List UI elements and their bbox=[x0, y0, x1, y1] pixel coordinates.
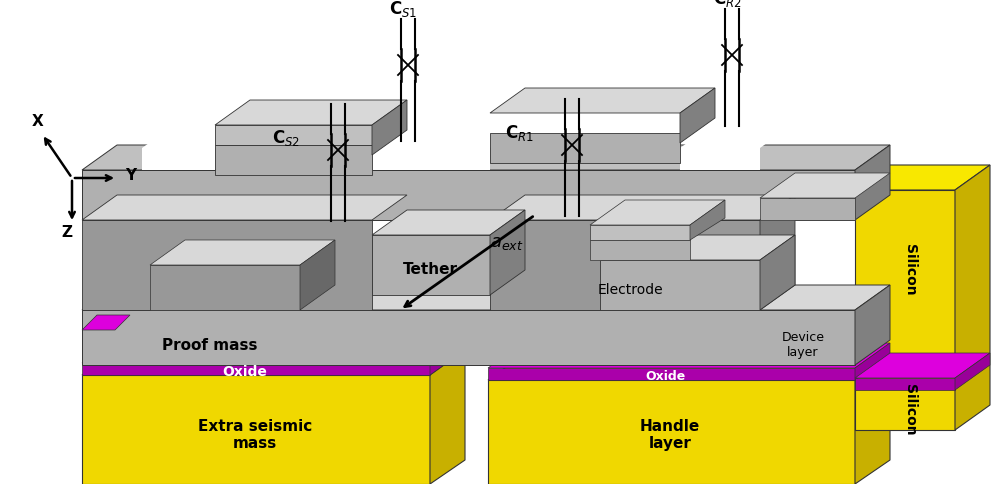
Polygon shape bbox=[590, 240, 690, 260]
Polygon shape bbox=[690, 200, 725, 240]
Polygon shape bbox=[488, 355, 890, 380]
Text: Tether: Tether bbox=[402, 262, 457, 277]
Polygon shape bbox=[488, 368, 855, 380]
Polygon shape bbox=[490, 88, 715, 113]
Polygon shape bbox=[955, 353, 990, 390]
Text: Z: Z bbox=[61, 225, 72, 240]
Polygon shape bbox=[855, 378, 955, 390]
Polygon shape bbox=[215, 145, 372, 175]
Polygon shape bbox=[372, 210, 525, 235]
Polygon shape bbox=[855, 355, 890, 484]
Polygon shape bbox=[490, 195, 795, 220]
Text: Handle
layer: Handle layer bbox=[640, 419, 700, 451]
Polygon shape bbox=[82, 350, 465, 375]
Polygon shape bbox=[488, 343, 890, 368]
Text: Oxide: Oxide bbox=[222, 365, 267, 379]
Polygon shape bbox=[142, 123, 250, 148]
Polygon shape bbox=[855, 353, 990, 378]
Text: C$_{R2}$: C$_{R2}$ bbox=[713, 0, 742, 9]
Polygon shape bbox=[82, 145, 890, 170]
Polygon shape bbox=[955, 165, 990, 430]
Polygon shape bbox=[600, 235, 795, 260]
Polygon shape bbox=[82, 285, 890, 310]
Polygon shape bbox=[855, 190, 955, 430]
Polygon shape bbox=[760, 235, 795, 310]
Polygon shape bbox=[372, 100, 407, 155]
Polygon shape bbox=[760, 198, 855, 220]
Text: C$_{S2}$: C$_{S2}$ bbox=[272, 128, 300, 148]
Polygon shape bbox=[215, 125, 372, 145]
Text: Extra seismic
mass: Extra seismic mass bbox=[198, 419, 313, 451]
Polygon shape bbox=[372, 235, 490, 295]
Polygon shape bbox=[150, 265, 300, 310]
Polygon shape bbox=[82, 310, 855, 365]
Polygon shape bbox=[855, 343, 890, 380]
Polygon shape bbox=[490, 210, 525, 295]
Polygon shape bbox=[760, 195, 795, 310]
Text: X: X bbox=[32, 114, 44, 129]
Text: Y: Y bbox=[125, 168, 136, 183]
Text: C$_{R1}$: C$_{R1}$ bbox=[506, 123, 534, 143]
Text: Electrode: Electrode bbox=[597, 283, 663, 297]
Polygon shape bbox=[490, 133, 680, 163]
Polygon shape bbox=[82, 315, 130, 330]
Polygon shape bbox=[680, 148, 760, 170]
Polygon shape bbox=[680, 88, 715, 143]
Text: C$_{S1}$: C$_{S1}$ bbox=[389, 0, 417, 19]
Polygon shape bbox=[590, 200, 725, 225]
Text: Device
layer: Device layer bbox=[782, 331, 824, 359]
Text: Silicon: Silicon bbox=[903, 244, 917, 296]
Text: Oxide: Oxide bbox=[645, 369, 685, 382]
Polygon shape bbox=[372, 148, 490, 170]
Polygon shape bbox=[82, 195, 407, 220]
Polygon shape bbox=[300, 240, 335, 310]
Polygon shape bbox=[82, 375, 430, 484]
Polygon shape bbox=[680, 123, 795, 148]
Polygon shape bbox=[600, 260, 760, 310]
Polygon shape bbox=[855, 285, 890, 365]
Polygon shape bbox=[142, 148, 215, 170]
Text: Proof mass: Proof mass bbox=[162, 337, 257, 352]
Polygon shape bbox=[430, 338, 465, 375]
Text: $a_{ext}$: $a_{ext}$ bbox=[490, 234, 524, 252]
Polygon shape bbox=[488, 380, 855, 484]
Polygon shape bbox=[82, 170, 855, 220]
Polygon shape bbox=[82, 220, 372, 310]
Polygon shape bbox=[490, 220, 760, 310]
Polygon shape bbox=[150, 240, 335, 265]
Polygon shape bbox=[590, 225, 690, 240]
Polygon shape bbox=[430, 350, 465, 484]
Polygon shape bbox=[82, 363, 430, 375]
Polygon shape bbox=[855, 165, 990, 190]
Polygon shape bbox=[855, 145, 890, 220]
Text: Silicon: Silicon bbox=[903, 384, 917, 436]
Polygon shape bbox=[82, 338, 465, 363]
Polygon shape bbox=[760, 173, 890, 198]
Polygon shape bbox=[215, 100, 407, 125]
Polygon shape bbox=[372, 123, 525, 148]
